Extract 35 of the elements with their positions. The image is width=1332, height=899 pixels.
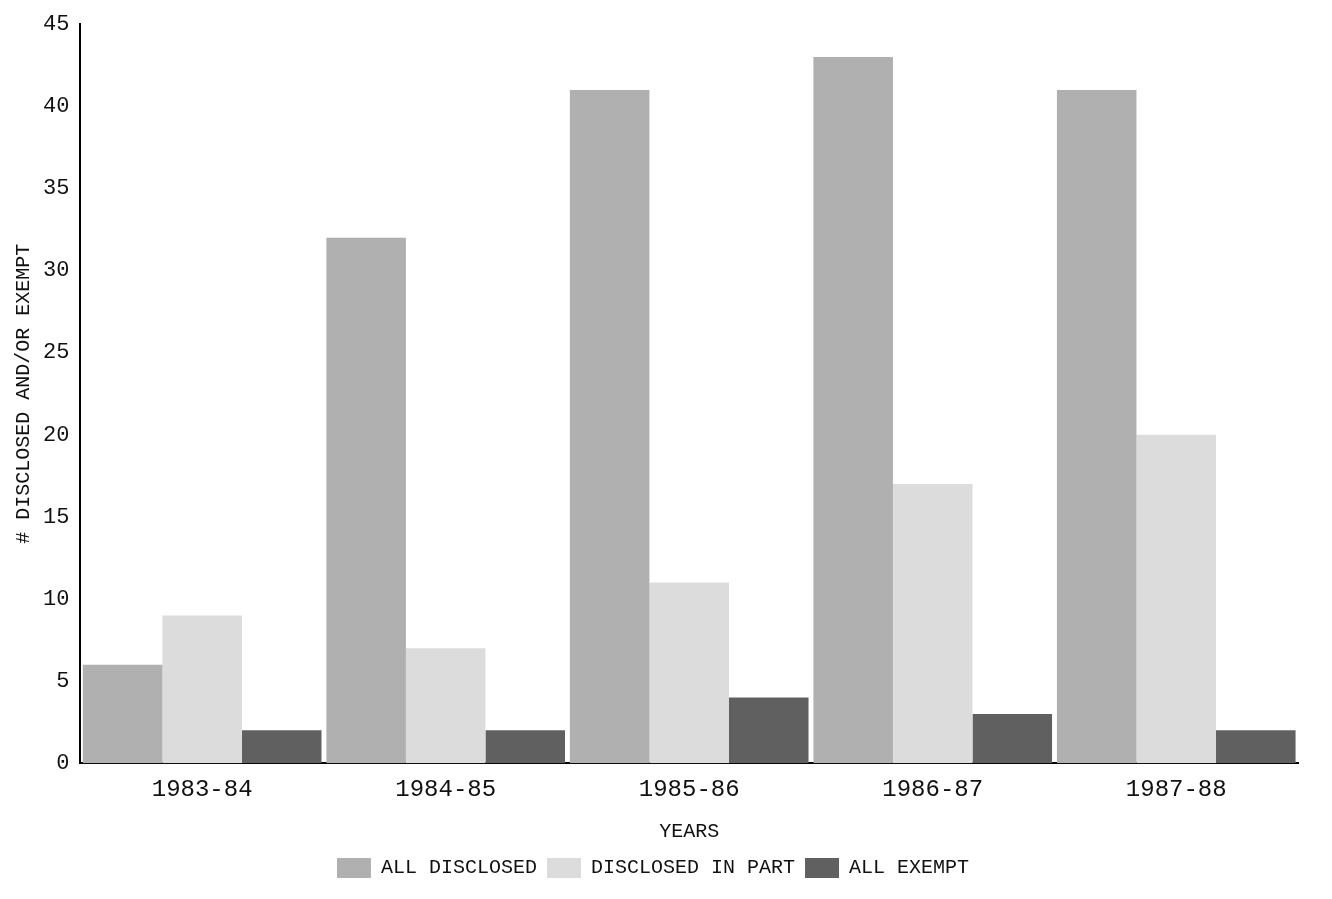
bar <box>1056 89 1137 764</box>
bar <box>1136 434 1217 764</box>
y-tick-label: 0 <box>56 751 70 777</box>
x-tick-label: 1987-88 <box>1125 775 1227 803</box>
y-tick-label: 5 <box>56 668 70 694</box>
bar <box>813 57 893 764</box>
legend-label: ALL EXEMPT <box>849 856 970 880</box>
x-tick-label: 1983-84 <box>151 775 253 803</box>
y-axis-title: # DISCLOSED AND/OR EXEMPT <box>12 243 36 544</box>
bar <box>892 484 973 764</box>
y-tick-label: 45 <box>43 12 70 38</box>
bar <box>162 615 242 764</box>
y-tick-label: 25 <box>43 340 70 366</box>
bar <box>569 89 650 764</box>
y-tick-label: 40 <box>43 94 70 120</box>
bar <box>1216 730 1296 764</box>
y-tick-label: 20 <box>43 422 70 448</box>
y-tick-label: 30 <box>43 258 70 284</box>
bar <box>82 664 163 764</box>
bar <box>241 730 322 764</box>
y-tick-label: 15 <box>43 504 70 530</box>
x-tick-label: 1985-86 <box>638 775 740 803</box>
bar <box>649 582 729 764</box>
x-tick-label: 1986-87 <box>882 775 984 803</box>
x-axis-title: YEARS <box>659 820 720 844</box>
legend-label: ALL DISCLOSED <box>380 856 537 880</box>
bar <box>485 730 566 764</box>
bar <box>405 648 486 764</box>
legend-label: DISCLOSED IN PART <box>590 856 796 880</box>
bar <box>326 237 406 764</box>
x-tick-label: 1984-85 <box>395 775 497 803</box>
y-tick-label: 10 <box>43 586 70 612</box>
bar <box>728 697 809 764</box>
y-tick-label: 35 <box>43 176 70 202</box>
bar <box>972 713 1053 764</box>
